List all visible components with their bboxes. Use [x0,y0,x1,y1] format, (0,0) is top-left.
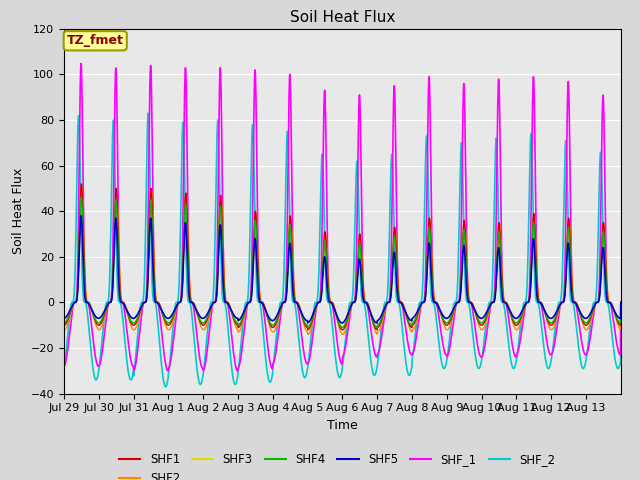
Line: SHF2: SHF2 [64,189,621,334]
SHF_2 [116,300,124,305]
SHF5 [373,320,381,326]
SHF2 [617,300,625,305]
SHF3 [236,321,244,327]
SHF4 [376,319,384,324]
SHF1 [77,181,85,187]
Line: SHF5: SHF5 [64,216,621,323]
SHF_1 [116,286,124,292]
SHF_2 [60,367,68,373]
Text: TZ_fmet: TZ_fmet [67,34,124,47]
SHF5 [376,315,384,321]
SHF2 [60,327,68,333]
SHF1 [617,300,625,305]
SHF5 [60,315,68,321]
SHF1 [236,323,244,329]
SHF_1 [234,368,241,373]
SHF4 [77,195,85,201]
SHF2 [236,328,244,334]
SHF5 [542,310,550,316]
SHF2 [542,313,550,319]
SHF3 [511,318,518,324]
SHF_1 [542,332,550,338]
SHF_2 [542,359,550,364]
SHF1 [609,306,617,312]
SHF5 [236,316,244,322]
SHF_1 [617,300,625,305]
SHF1 [376,321,384,326]
SHF3 [116,280,124,286]
X-axis label: Time: Time [327,419,358,432]
SHF_1 [609,317,617,323]
SHF3 [609,305,617,311]
SHF_2 [144,110,152,116]
SHF1 [304,327,312,333]
SHF4 [339,324,346,330]
SHF4 [511,319,518,325]
SHF4 [60,320,68,326]
SHF3 [78,186,86,192]
SHF1 [511,321,518,326]
SHF2 [609,305,617,311]
Line: SHF3: SHF3 [64,189,621,327]
SHF4 [617,300,625,305]
SHF4 [116,290,124,296]
SHF3 [617,300,625,305]
Y-axis label: Soil Heat Flux: Soil Heat Flux [12,168,25,254]
SHF_2 [236,349,244,355]
Title: Soil Heat Flux: Soil Heat Flux [290,10,395,25]
SHF_2 [162,384,170,390]
SHF4 [542,312,550,318]
SHF_1 [236,358,244,364]
SHF1 [542,312,550,318]
Line: SHF_1: SHF_1 [64,63,621,371]
SHF1 [60,323,68,328]
SHF2 [304,331,312,337]
SHF2 [116,272,124,277]
Line: SHF_2: SHF_2 [64,113,621,387]
SHF3 [542,311,550,317]
SHF5 [617,300,625,305]
SHF3 [60,320,68,326]
SHF_2 [511,365,518,371]
SHF_2 [609,343,617,349]
SHF5 [77,213,85,219]
Line: SHF1: SHF1 [64,184,621,330]
SHF_2 [376,337,384,343]
SHF_1 [60,363,68,369]
SHF_1 [511,352,518,358]
SHF1 [116,283,124,289]
SHF3 [339,324,346,330]
SHF2 [78,186,86,192]
SHF2 [511,324,518,330]
SHF4 [609,306,617,312]
SHF5 [511,315,518,321]
SHF_1 [376,342,384,348]
SHF_1 [77,60,85,66]
SHF5 [116,296,124,301]
Legend: SHF1, SHF2, SHF3, SHF4, SHF5, SHF_1, SHF_2: SHF1, SHF2, SHF3, SHF4, SHF5, SHF_1, SHF… [115,448,560,480]
SHF3 [376,319,384,325]
SHF2 [376,325,384,331]
SHF_2 [617,300,625,305]
SHF5 [609,306,617,312]
Line: SHF4: SHF4 [64,198,621,327]
SHF4 [236,321,244,326]
